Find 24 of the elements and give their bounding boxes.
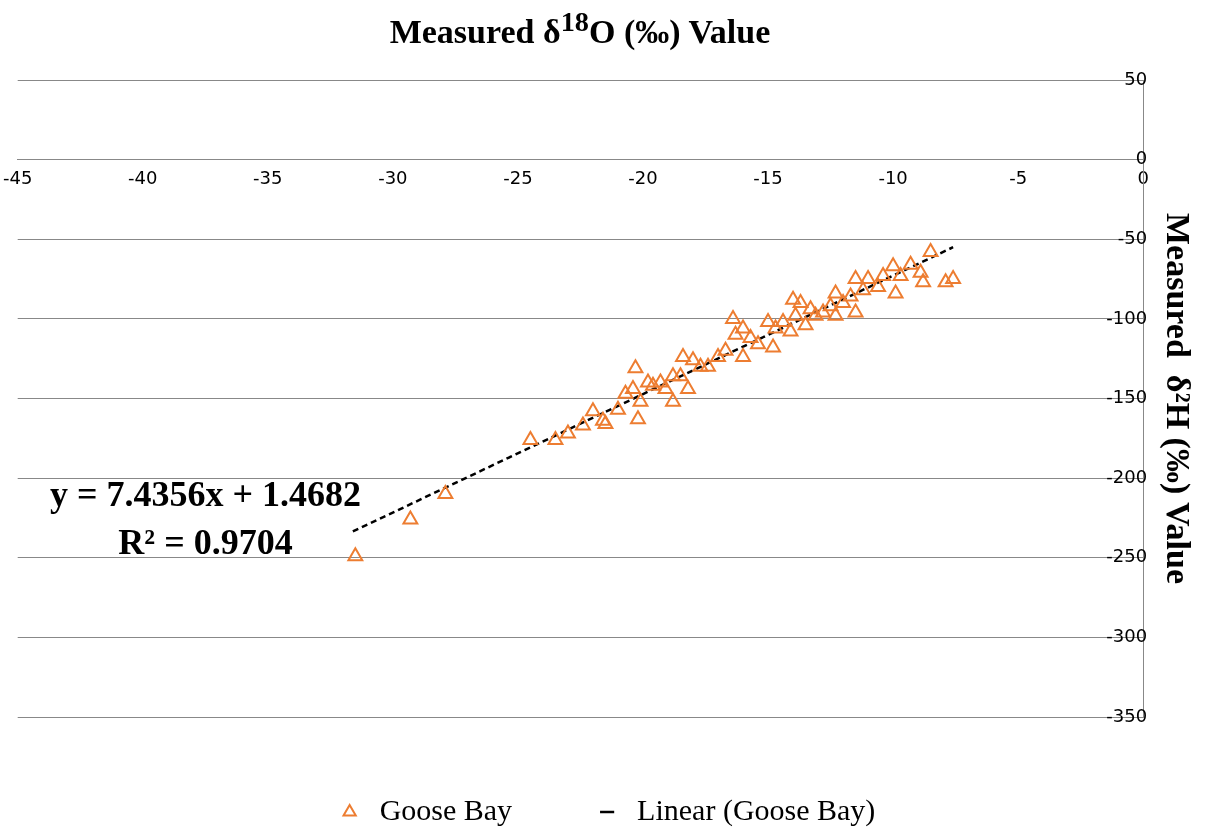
y-tick-label: -300 [1106,625,1148,647]
x-tick-label: -45 [3,167,33,189]
annotation: y = 7.4356x + 1.4682 [50,473,362,516]
y-tick-label: -50 [1117,226,1148,248]
x-tick-label: -25 [503,167,533,189]
x-tick-label: -40 [128,167,158,189]
x-tick-label: -5 [1009,167,1028,189]
y-tick-label: 0 [1135,147,1148,169]
y-tick-label: 50 [1124,67,1148,89]
y-tick-label: -350 [1106,704,1148,726]
y-axis-title: Measured δ²H (‰) Value [1158,213,1197,584]
x-tick-label: -15 [753,167,783,189]
y-tick-label: -150 [1106,386,1148,408]
x-tick-label: -30 [378,167,408,189]
y-tick-label: -100 [1106,306,1148,328]
legend-label: Linear (Goose Bay) [637,792,876,827]
x-tick-label: -10 [878,167,908,189]
y-tick-label: -250 [1106,545,1148,567]
x-tick-label: -35 [253,167,283,189]
x-axis-title: Measured δ$^{18}$O (‰) Value [388,6,772,52]
x-tick-label: -20 [628,167,658,189]
legend-label: Goose Bay [379,792,513,826]
y-tick-label: -200 [1106,465,1148,487]
annotation: R² = 0.9704 [117,521,294,564]
